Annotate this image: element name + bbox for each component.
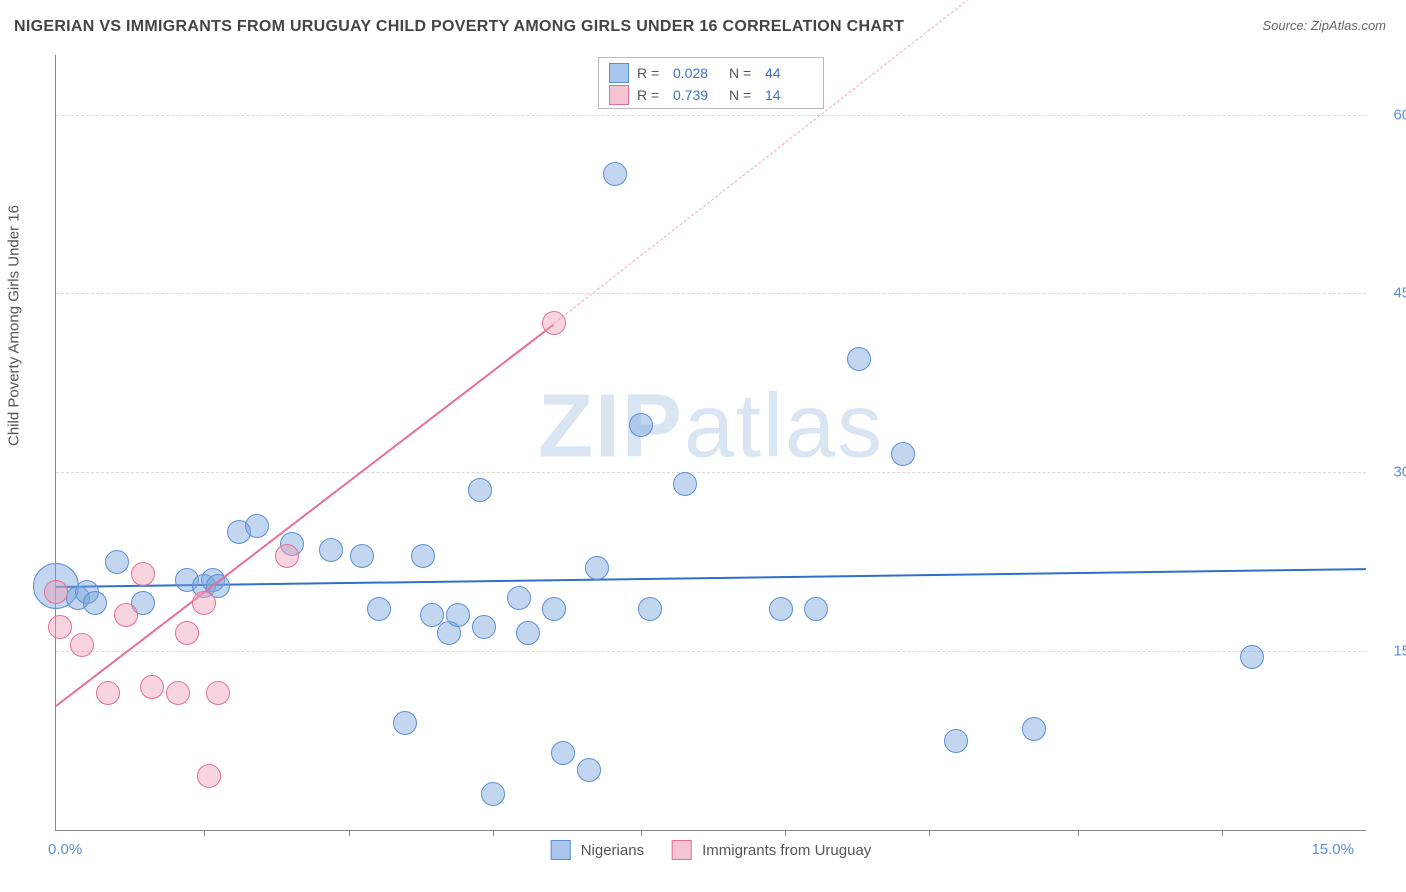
data-point — [673, 472, 697, 496]
data-point — [70, 633, 94, 657]
data-point — [96, 681, 120, 705]
data-point — [507, 586, 531, 610]
legend-swatch — [672, 840, 692, 860]
data-point — [140, 675, 164, 699]
legend-swatch — [609, 85, 629, 105]
series-legend: Nigerians Immigrants from Uruguay — [551, 840, 872, 860]
data-point — [48, 615, 72, 639]
data-point — [175, 621, 199, 645]
chart-title: NIGERIAN VS IMMIGRANTS FROM URUGUAY CHIL… — [14, 18, 904, 36]
data-point — [516, 621, 540, 645]
x-axis-max-label: 15.0% — [1311, 841, 1354, 858]
n-value: 44 — [765, 62, 813, 84]
data-point — [472, 615, 496, 639]
gridline — [56, 293, 1366, 294]
x-axis-min-label: 0.0% — [48, 841, 82, 858]
legend-label: Immigrants from Uruguay — [702, 842, 871, 859]
legend-item: Immigrants from Uruguay — [672, 840, 871, 860]
trend-line — [55, 323, 554, 706]
correlation-legend: R = 0.028 N = 44 R = 0.739 N = 14 — [598, 57, 824, 109]
r-value: 0.739 — [673, 84, 721, 106]
data-point — [1022, 717, 1046, 741]
legend-row: R = 0.028 N = 44 — [609, 62, 813, 84]
data-point — [603, 162, 627, 186]
data-point — [411, 544, 435, 568]
gridline — [56, 115, 1366, 116]
trend-line — [56, 568, 1366, 588]
data-point — [629, 413, 653, 437]
y-tick-label: 45.0% — [1376, 285, 1406, 302]
scatter-plot: ZIPatlas R =0.028N =44R =0.739N =14 0.0%… — [55, 55, 1366, 831]
data-point — [891, 442, 915, 466]
data-point — [944, 729, 968, 753]
n-label: N = — [729, 62, 757, 84]
x-tick — [349, 830, 350, 836]
gridline — [56, 472, 1366, 473]
y-tick-label: 30.0% — [1376, 464, 1406, 481]
r-label: R = — [637, 62, 665, 84]
data-point — [44, 580, 68, 604]
data-point — [206, 681, 230, 705]
x-tick — [204, 830, 205, 836]
data-point — [114, 603, 138, 627]
data-point — [481, 782, 505, 806]
x-tick — [493, 830, 494, 836]
data-point — [468, 478, 492, 502]
watermark: ZIPatlas — [538, 376, 884, 479]
legend-item: Nigerians — [551, 840, 644, 860]
data-point — [83, 591, 107, 615]
y-tick-label: 60.0% — [1376, 106, 1406, 123]
data-point — [542, 311, 566, 335]
y-tick-label: 15.0% — [1376, 643, 1406, 660]
data-point — [542, 597, 566, 621]
legend-swatch — [609, 63, 629, 83]
data-point — [1240, 645, 1264, 669]
x-tick — [1078, 830, 1079, 836]
x-tick — [785, 830, 786, 836]
data-point — [446, 603, 470, 627]
legend-row: R = 0.739 N = 14 — [609, 84, 813, 106]
data-point — [166, 681, 190, 705]
r-label: R = — [637, 84, 665, 106]
data-point — [197, 764, 221, 788]
data-point — [105, 550, 129, 574]
x-tick — [641, 830, 642, 836]
n-label: N = — [729, 84, 757, 106]
data-point — [393, 711, 417, 735]
data-point — [350, 544, 374, 568]
x-tick — [1222, 830, 1223, 836]
data-point — [585, 556, 609, 580]
data-point — [245, 514, 269, 538]
x-tick — [929, 830, 930, 836]
gridline — [56, 651, 1366, 652]
source-attribution: Source: ZipAtlas.com — [1262, 18, 1386, 33]
legend-label: Nigerians — [581, 842, 644, 859]
data-point — [804, 597, 828, 621]
data-point — [192, 591, 216, 615]
data-point — [275, 544, 299, 568]
n-value: 14 — [765, 84, 813, 106]
data-point — [319, 538, 343, 562]
data-point — [131, 562, 155, 586]
data-point — [769, 597, 793, 621]
data-point — [847, 347, 871, 371]
data-point — [577, 758, 601, 782]
data-point — [367, 597, 391, 621]
r-value: 0.028 — [673, 62, 721, 84]
data-point — [551, 741, 575, 765]
data-point — [638, 597, 662, 621]
y-axis-title: Child Poverty Among Girls Under 16 — [6, 205, 23, 446]
legend-swatch — [551, 840, 571, 860]
